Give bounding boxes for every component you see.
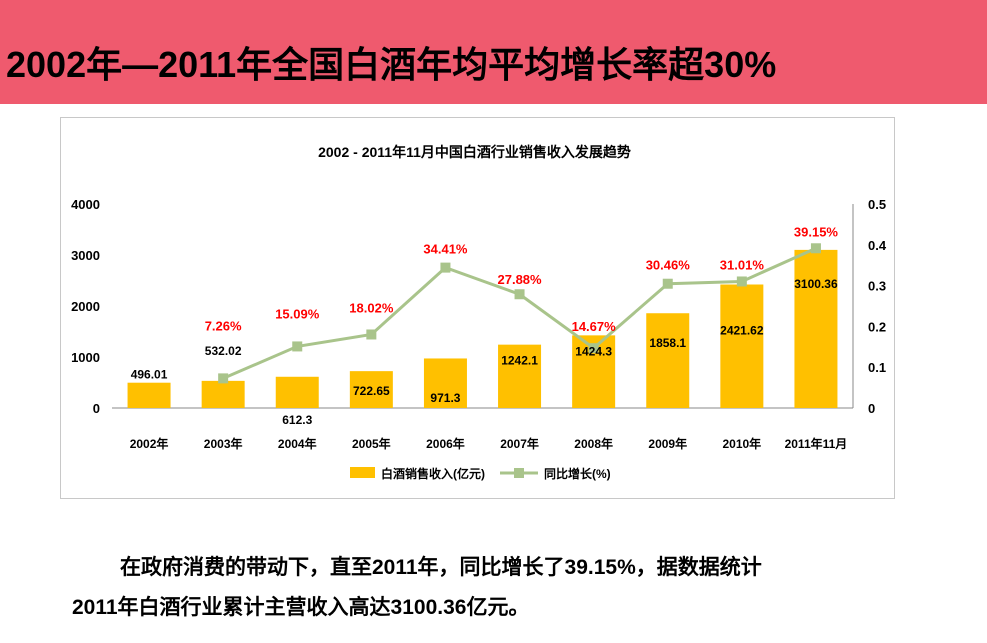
bar [794,249,838,408]
growth-value-label: 15.09% [275,306,320,321]
growth-value-label: 14.67% [572,319,617,334]
x-tick-label: 2005年 [352,436,391,451]
bar [201,380,245,408]
legend-line-marker [514,468,524,478]
bar-value-label: 1858.1 [649,336,686,350]
x-tick-label: 2002年 [130,436,169,451]
x-tick-label: 2007年 [500,436,539,451]
bar-value-label: 1424.3 [575,344,612,358]
growth-marker [292,341,303,352]
growth-marker [810,243,821,254]
page-title: 2002年—2011年全国白酒年均平均增长率超30% [6,44,777,85]
growth-marker [588,343,599,354]
bar-value-label: 1242.1 [501,354,538,368]
growth-marker [366,329,377,340]
x-tick-label: 2011年11月 [785,436,848,451]
y-right-tick-label: 0.5 [868,197,886,212]
bar [127,382,171,408]
bar-value-label: 722.65 [353,384,390,398]
y-left-tick-label: 3000 [71,248,100,263]
bar-value-label: 496.01 [131,368,168,382]
bar-value-label: 3100.36 [794,277,838,291]
y-right-tick-label: 0 [868,401,875,416]
body-text-line-1: 在政府消费的带动下，直至2011年，同比增长了39.15%，据数据统计 [120,556,762,579]
legend-bar-label: 白酒销售收入(亿元) [381,466,485,481]
chart-title: 2002 - 2011年11月中国白酒行业销售收入发展趋势 [318,144,631,160]
growth-marker [218,373,229,384]
y-right-tick-label: 0.4 [868,238,887,253]
legend-bar-swatch [350,467,375,478]
bar [498,344,542,408]
legend-line-label: 同比增长(%) [544,466,611,481]
y-right-tick-label: 0.3 [868,279,886,294]
bar-value-label: 2421.62 [720,323,764,337]
y-right-tick-label: 0.1 [868,360,886,375]
bar [720,284,764,408]
title-banner: 2002年—2011年全国白酒年均平均增长率超30% [0,0,987,104]
y-right-tick-label: 0.2 [868,319,886,334]
y-left-tick-label: 0 [93,401,100,416]
growth-value-label: 30.46% [646,258,691,273]
x-tick-label: 2003年 [204,436,243,451]
y-left-tick-label: 2000 [71,299,100,314]
bar-value-label: 612.3 [282,413,312,427]
x-tick-label: 2008年 [574,436,613,451]
bar-value-label: 532.02 [205,344,242,358]
bar [423,358,467,408]
y-left-tick-label: 4000 [71,197,100,212]
growth-value-label: 18.02% [349,300,394,315]
bar-value-label: 971.3 [430,391,460,405]
growth-value-label: 34.41% [423,242,468,257]
growth-marker [514,289,525,300]
growth-value-label: 27.88% [498,272,543,287]
x-tick-label: 2004年 [278,436,317,451]
bar [275,376,319,408]
chart: 2002 - 2011年11月中国白酒行业销售收入发展趋势 0 1000 2000 30… [71,144,887,481]
bar [349,371,393,408]
growth-marker [440,262,451,273]
x-tick-label: 2006年 [426,436,465,451]
body-text-line-2: 2011年白酒行业累计主营收入高达3100.36亿元。 [72,596,530,619]
bar [646,313,690,408]
growth-marker [736,276,747,287]
growth-value-label: 7.26% [205,318,242,333]
growth-value-label: 39.15% [794,224,839,239]
growth-marker [662,278,673,289]
x-tick-label: 2010年 [722,436,761,451]
growth-value-label: 31.01% [720,257,765,272]
x-tick-label: 2009年 [648,436,687,451]
y-left-tick-label: 1000 [71,350,100,365]
